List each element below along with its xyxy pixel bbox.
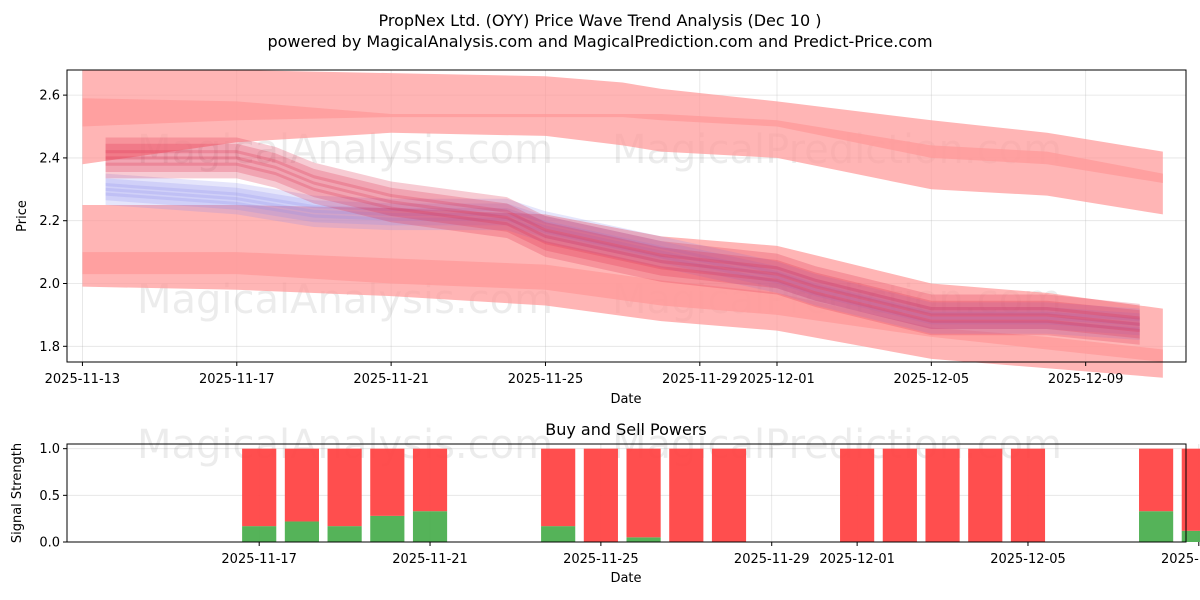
buy-bar [327,526,362,542]
price-x-tick-label: 2025-12-05 [894,372,970,387]
power-y-tick-label: 0.5 [39,489,60,504]
power-x-tick-label: 2025-11-17 [221,552,297,567]
blue-strand-4 [105,173,1140,322]
price-x-tick-label: 2025-11-13 [45,372,121,387]
blue-strand-3 [105,178,1140,326]
sell-bar [882,448,917,542]
sell-bar [1139,448,1174,512]
price-x-tick-label: 2025-11-29 [662,372,738,387]
price-y-tick-label: 2.0 [39,277,60,292]
power-ticks: 2025-11-17 2025-11-21 2025-11-25 2025-11-29… [39,442,1200,567]
blue-strand-0 [105,192,1140,341]
sell-bar [840,448,875,542]
price-band-upper-band [82,70,1163,215]
power-x-tick-label: 2025-11-21 [392,552,468,567]
sell-bar [541,448,576,527]
sell-bar [1181,448,1200,531]
price-plot-frame [66,69,1187,363]
buy-bar [626,537,661,542]
price-band-lower-band [82,252,1163,378]
power-y-tick-label: 1.0 [39,442,60,457]
power-x-tick-label: 2025-11-25 [563,552,639,567]
price-y-tick-label: 2.6 [39,89,60,104]
buy-bar [541,526,576,542]
power-chart-title: Buy and Sell Powers [545,420,707,439]
sell-bar [626,448,661,538]
price-band-top-band [82,98,1163,184]
red-strand-4 [105,137,1140,320]
price-y-tick-label: 1.8 [39,340,60,355]
sell-bar [925,448,960,542]
price-y-tick-label: 2.2 [39,214,60,229]
power-bars [242,448,1200,542]
price-x-tick-label: 2025-12-01 [739,372,815,387]
buy-bar [1139,511,1174,542]
red-strand-1 [105,156,1140,339]
chart-title: PropNex Ltd. (OYY) Price Wave Trend Anal… [379,11,822,30]
power-x-tick-label: 2025-12-09 [1161,552,1200,567]
buy-bar [370,515,405,542]
sell-bar [412,448,448,512]
power-x-tick-label: 2025-12-05 [990,552,1066,567]
price-y-label: Price [15,200,30,232]
blue-strand-2 [105,183,1140,331]
price-x-tick-label: 2025-11-17 [199,372,275,387]
power-y-label: Signal Strength [10,443,25,543]
buy-bar [1181,530,1200,542]
power-plot-frame [66,443,1187,543]
power-x-tick-label: 2025-11-29 [734,552,810,567]
red-strand-2 [105,150,1140,333]
power-chart: Buy and Sell Powers MagicalAnalysis.com … [10,420,1200,586]
sell-bar [242,448,277,527]
price-chart: MagicalAnalysis.com MagicalPrediction.co… [15,69,1187,407]
price-x-label: Date [610,392,641,407]
price-y-tick-label: 2.4 [39,151,60,166]
price-x-tick-label: 2025-11-25 [508,372,584,387]
red-strand-3 [105,143,1140,326]
power-x-tick-label: 2025-12-01 [819,552,895,567]
sell-bar [711,448,747,542]
sell-bar [370,448,405,516]
price-ticks: 2025-11-13 2025-11-17 2025-11-21 2025-11-25… [39,89,1123,387]
blue-strand-1 [105,187,1140,336]
sell-bar [284,448,319,522]
power-y-tick-label: 0.0 [39,536,60,551]
chart-subtitle: powered by MagicalAnalysis.com and Magic… [267,32,932,51]
sell-bar [1010,448,1046,542]
power-x-label: Date [610,571,641,586]
buy-bar [242,526,277,542]
price-x-tick-label: 2025-12-09 [1048,372,1124,387]
sell-bar [669,448,704,542]
red-strand-0 [105,162,1140,345]
buy-bar [412,511,448,542]
sell-bar [327,448,362,527]
sell-bar [968,448,1003,542]
price-x-tick-label: 2025-11-21 [353,372,429,387]
buy-bar [284,521,319,542]
price-series [82,70,1163,378]
sell-bar [583,448,618,542]
